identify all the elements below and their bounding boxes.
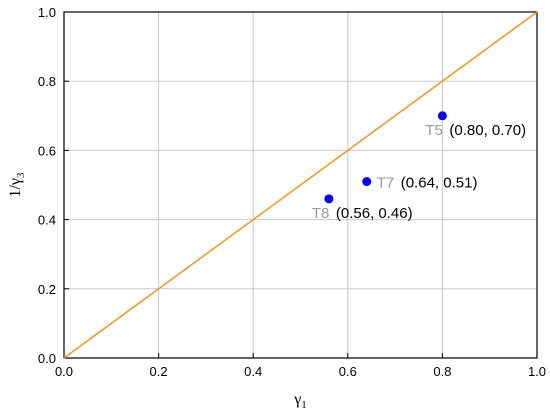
y-axis-ticks: 0.0 0.2 0.4 0.6 0.8 1.0 [38, 5, 69, 366]
x-axis-label: γ1 [293, 391, 307, 411]
y-tick-label: 0.0 [38, 351, 56, 366]
data-points: T5 (0.80, 0.70) T7 (0.64, 0.51) T8 (0.56, 0.4… [312, 111, 526, 222]
y-axis-label-base: 1/γ [7, 178, 24, 198]
point-coord-label: (0.56, 0.46) [336, 205, 413, 222]
y-axis-label: 1/γ3 [7, 172, 27, 198]
x-tick-label: 0.0 [55, 364, 73, 379]
point-name-label: T8 [312, 205, 330, 222]
data-point [437, 111, 447, 121]
y-axis-label-sub: 3 [15, 172, 27, 178]
point-name-label: T5 [425, 122, 443, 139]
y-tick-label: 0.6 [38, 143, 56, 158]
y-tick-label: 0.4 [38, 213, 56, 228]
x-tick-label: 0.2 [150, 364, 168, 379]
x-axis-label-base: γ [293, 391, 301, 408]
x-tick-label: 0.8 [433, 364, 451, 379]
point-coord-label: (0.64, 0.51) [401, 175, 478, 192]
x-tick-label: 1.0 [528, 364, 546, 379]
x-tick-label: 0.4 [244, 364, 262, 379]
x-axis-ticks: 0.0 0.2 0.4 0.6 0.8 1.0 [55, 353, 546, 379]
y-tick-label: 0.2 [38, 282, 56, 297]
reference-line [63, 11, 538, 359]
x-tick-label: 0.6 [339, 364, 357, 379]
plot-frame [63, 11, 538, 359]
grid-lines [64, 12, 537, 358]
y-tick-label: 0.8 [38, 74, 56, 89]
y-tick-label: 1.0 [38, 5, 56, 20]
point-name-label: T7 [377, 175, 395, 192]
x-axis-label-sub: 1 [301, 399, 307, 411]
data-point [362, 177, 372, 187]
data-point [324, 194, 334, 204]
point-coord-label: (0.80, 0.70) [449, 122, 526, 139]
